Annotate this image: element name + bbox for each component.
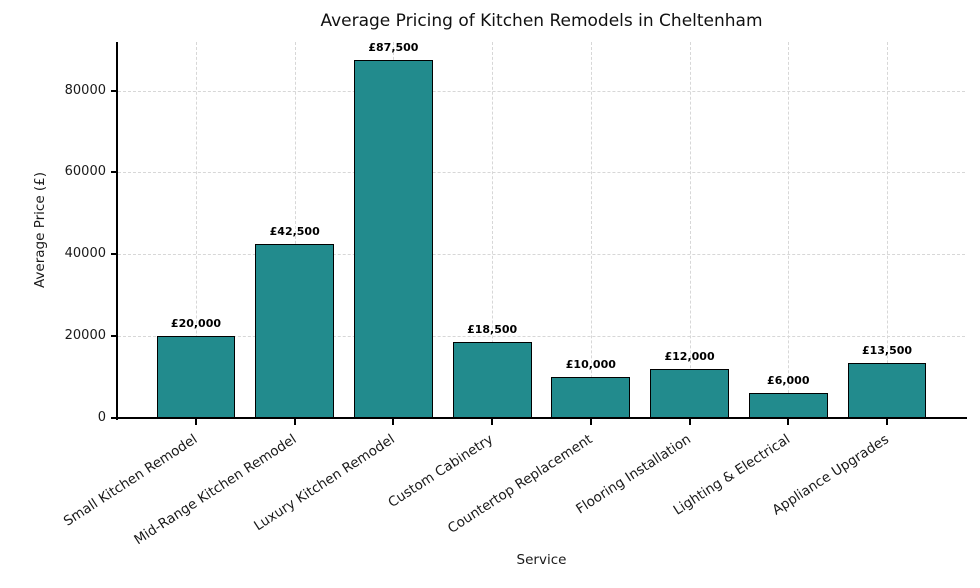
- gridline-horizontal: [118, 336, 965, 338]
- y-axis-line: [116, 42, 118, 420]
- y-tick-mark: [111, 171, 117, 174]
- bar: [847, 362, 927, 418]
- bar-value-label: £87,500: [368, 40, 419, 54]
- x-tick-mark: [886, 419, 888, 425]
- y-tick-label: 60000: [64, 164, 106, 180]
- y-tick-mark: [111, 253, 117, 256]
- y-axis-label: Average Price (£): [32, 171, 48, 289]
- x-axis-line: [116, 417, 967, 419]
- x-tick-mark: [392, 419, 395, 425]
- x-tick-mark: [688, 419, 691, 425]
- gridline-vertical: [887, 42, 888, 418]
- bar-value-label: £13,500: [861, 343, 913, 357]
- gridline-vertical: [788, 42, 790, 418]
- x-tick-mark: [787, 419, 790, 425]
- bar-value-label: £42,500: [269, 225, 320, 239]
- gridline-vertical: [294, 42, 296, 418]
- bar: [452, 342, 532, 418]
- y-tick-label: 0: [97, 410, 106, 425]
- bar-value-label: £12,000: [664, 349, 715, 363]
- y-tick-label: 80000: [64, 82, 106, 98]
- y-tick-mark: [111, 335, 117, 338]
- bar: [255, 244, 335, 418]
- gridline-vertical: [492, 42, 494, 418]
- bar: [650, 368, 730, 418]
- gridline-horizontal: [118, 172, 965, 174]
- gridline-vertical: [590, 42, 592, 418]
- bar-value-label: £10,000: [565, 358, 616, 372]
- y-tick-label: 20000: [64, 328, 106, 344]
- gridline-vertical: [195, 42, 197, 418]
- gridline-horizontal: [118, 254, 965, 256]
- bar: [551, 377, 631, 418]
- x-tick-mark: [589, 419, 592, 425]
- bar-value-label: £6,000: [767, 374, 810, 388]
- y-tick-label: 40000: [64, 246, 106, 262]
- x-tick-mark: [293, 419, 296, 425]
- bar: [748, 393, 828, 418]
- chart-title: Average Pricing of Kitchen Remodels in C…: [320, 11, 763, 31]
- bar-value-label: £18,500: [467, 323, 518, 337]
- bar: [353, 59, 433, 418]
- x-tick-mark: [194, 419, 197, 425]
- x-tick-label-text: Mid-Range Kitchen Remodel: [130, 431, 300, 549]
- gridline-vertical: [689, 42, 691, 418]
- gridline-horizontal: [118, 90, 965, 92]
- x-axis-label: Service: [516, 552, 567, 568]
- y-tick-mark: [111, 417, 117, 419]
- bar-value-label: £20,000: [170, 317, 222, 331]
- x-tick-mark: [491, 419, 494, 425]
- y-tick-mark: [111, 89, 117, 92]
- bar: [156, 336, 236, 418]
